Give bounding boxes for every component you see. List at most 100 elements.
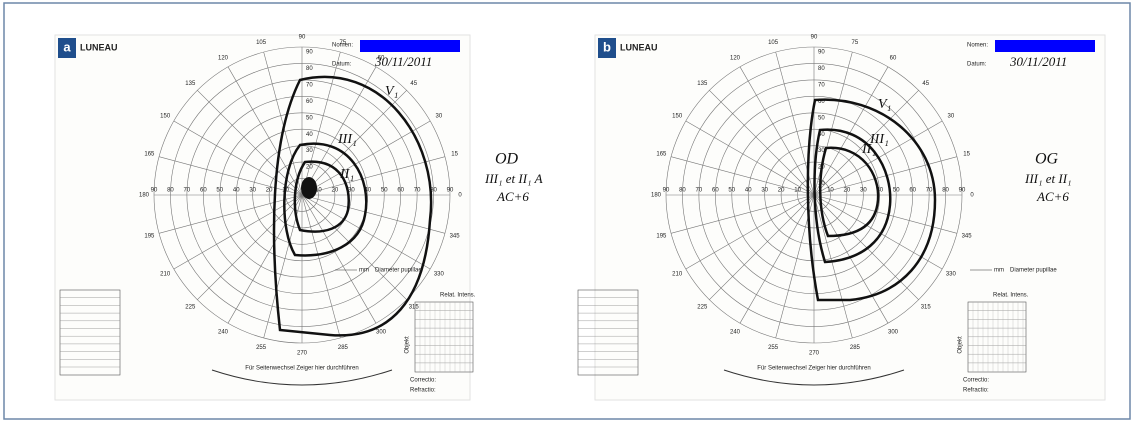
radius-label: 60 [306, 99, 313, 105]
radius-label: 50 [818, 115, 825, 121]
objekt: Objekt [405, 336, 411, 354]
radius-label: 50 [381, 188, 388, 194]
angle-label: 30 [435, 114, 442, 120]
refractio: Refractio: [410, 388, 436, 394]
note: III₁ et II₁ [1024, 171, 1072, 186]
angle-label: 270 [297, 351, 308, 357]
isopter-label: II₁ [861, 142, 876, 157]
angle-label: 255 [256, 345, 267, 351]
angle-label: 120 [730, 56, 741, 62]
panel-label: a [63, 39, 71, 54]
angle-label: 330 [434, 272, 445, 278]
angle-label: 240 [730, 329, 741, 335]
objekt: Objekt [958, 336, 964, 354]
pupil-label: Diameter pupillae [1010, 268, 1057, 274]
angle-label: 315 [409, 304, 420, 310]
radius-label: 20 [306, 165, 313, 171]
angle-label: 105 [768, 40, 779, 46]
radius-label: 80 [167, 188, 174, 194]
radius-label: 40 [745, 188, 752, 194]
angle-label: 105 [256, 40, 267, 46]
angle-label: 270 [809, 351, 820, 357]
radius-label: 20 [332, 188, 339, 194]
note: III₁ et II₁ A [484, 171, 543, 186]
redaction [360, 40, 460, 52]
radius-label: 10 [794, 188, 801, 194]
angle-label: 150 [672, 114, 683, 120]
switch-text: Für Seitenwechsel Zeiger hier durchführe… [245, 366, 358, 372]
angle-label: 285 [850, 345, 861, 351]
radius-label: 70 [926, 188, 933, 194]
angle-label: 195 [144, 233, 155, 239]
angle-label: 120 [218, 56, 229, 62]
angle-label: 180 [139, 193, 150, 199]
radius-label: 90 [306, 50, 313, 56]
name-label: Nomen: [967, 43, 988, 49]
figure: 0153045607590105120135150165180195210225… [0, 0, 1134, 421]
radius-label: 30 [306, 148, 313, 154]
angle-label: 45 [922, 81, 929, 87]
radius-label: 70 [306, 82, 313, 88]
angle-label: 315 [921, 304, 932, 310]
radius-label: 90 [818, 50, 825, 56]
angle-label: 135 [185, 81, 196, 87]
table-title: Relat. Intens. [993, 293, 1029, 299]
angle-label: 60 [890, 56, 897, 62]
angle-label: 255 [768, 345, 779, 351]
radius-label: 90 [151, 188, 158, 194]
isopter-label: III₁ [337, 132, 357, 147]
angle-label: 15 [451, 152, 458, 158]
eye: OG [1035, 151, 1059, 168]
radius-label: 70 [184, 188, 191, 194]
radius-label: 40 [306, 132, 313, 138]
brand: LUNEAU [80, 42, 118, 52]
date-label: Datum: [967, 62, 987, 68]
radius-label: 10 [827, 188, 834, 194]
radius-label: 50 [728, 188, 735, 194]
correctio: Correctio: [963, 378, 989, 384]
angle-label: 45 [410, 81, 417, 87]
page: { "angle_labels": [0, 15, 30, 45, 60, 75… [0, 0, 1134, 421]
pupil-label: Diameter pupillae [375, 268, 422, 274]
refractio: Refractio: [963, 388, 989, 394]
pupil-unit: mm [994, 268, 1004, 274]
panel: 0153045607590105120135150165180195210225… [578, 35, 1105, 400]
radius-label: 40 [233, 188, 240, 194]
panel-label: b [603, 39, 611, 54]
angle-label: 345 [962, 233, 973, 239]
angle-label: 345 [450, 233, 461, 239]
radius-label: 80 [679, 188, 686, 194]
angle-label: 240 [218, 329, 229, 335]
angle-label: 165 [656, 152, 667, 158]
eye: OD [495, 151, 519, 168]
panel: 0153045607590105120135150165180195210225… [55, 35, 543, 400]
radius-label: 80 [306, 66, 313, 72]
radius-label: 90 [959, 188, 966, 194]
radius-label: 30 [761, 188, 768, 194]
name-label: Nomen: [332, 43, 353, 49]
angle-label: 75 [852, 40, 859, 46]
angle-label: 210 [672, 272, 683, 278]
angle-label: 180 [651, 193, 662, 199]
radius-label: 70 [414, 188, 421, 194]
angle-label: 330 [946, 272, 957, 278]
radius-label: 50 [216, 188, 223, 194]
radius-label: 60 [397, 188, 404, 194]
radius-label: 80 [818, 66, 825, 72]
radius-label: 50 [893, 188, 900, 194]
angle-label: 210 [160, 272, 171, 278]
angle-label: 135 [697, 81, 708, 87]
angle-label: 150 [160, 114, 171, 120]
radius-label: 30 [860, 188, 867, 194]
date-label: Datum: [332, 62, 352, 68]
radius-label: 80 [942, 188, 949, 194]
isopter-label: II₁ [339, 167, 354, 182]
angle-label: 90 [811, 35, 818, 41]
angle-label: 300 [376, 329, 387, 335]
angle-label: 90 [299, 35, 306, 41]
radius-label: 60 [712, 188, 719, 194]
radius-label: 20 [266, 188, 273, 194]
angle-label: 285 [338, 345, 349, 351]
redaction [995, 40, 1095, 52]
scotoma [301, 177, 317, 199]
